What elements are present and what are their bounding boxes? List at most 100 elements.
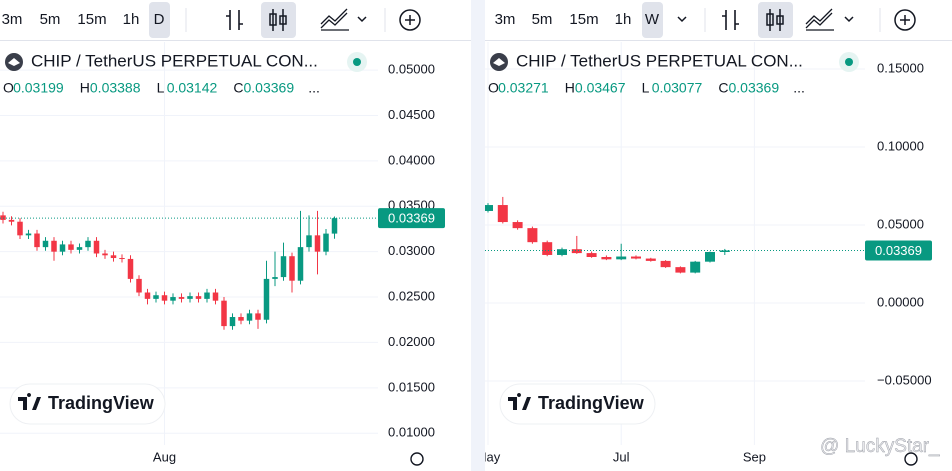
candle-body [255,313,261,320]
candle-body [68,244,74,250]
symbol-title: CHIP / TetherUS PERPETUAL CON... [31,51,318,70]
panel-divider [471,0,485,471]
interval-button[interactable]: 15m [77,11,106,28]
interval-button[interactable]: 1h [123,11,140,28]
candle-body [557,249,567,255]
add-indicator[interactable] [399,9,421,31]
y-tick-label: 0.05000 [388,62,435,77]
ohlc-label: C [233,80,243,96]
candle-body [127,258,134,279]
candle-body [153,295,159,299]
last-price-label: 0.03369 [875,243,922,258]
interval-button[interactable]: 15m [569,11,598,28]
interval-dropdown[interactable] [677,16,687,23]
ohlc-value: 0.03199 [13,80,64,96]
add-indicator[interactable] [894,9,916,31]
interval-button[interactable]: 3m [495,11,516,28]
tradingview-logo: TradingView [48,393,155,413]
candle-body [645,258,656,261]
chart-type-dropdown[interactable] [844,16,854,23]
candle-body [601,256,612,260]
ohlc-value: 0.03271 [498,80,549,96]
interval-button[interactable]: 1h [615,11,632,28]
interval-button[interactable]: 5m [40,11,61,28]
candle-body [719,250,730,252]
candle-body [616,256,627,260]
watermark: @ LuckyStar_ [820,436,940,457]
candle-body [51,240,57,252]
candle-body [485,205,493,211]
candle-body [187,296,193,299]
candle-body [246,313,253,321]
chart-panel: 3m 5m 15m 1h D0.050000.045000.040000.035000.… [0,2,471,471]
settings-button[interactable] [410,452,424,466]
bars-icon[interactable] [722,10,739,30]
ohlc-value: 0.03077 [652,80,703,96]
candle-body [76,247,83,250]
x-tick-label: Jul [613,449,630,464]
candle-body [93,240,100,254]
ohlc-value: 0.03142 [167,80,218,96]
y-tick-label: 0.02000 [388,334,435,349]
selected-interval-bg [149,2,170,38]
candle-body [527,228,538,243]
tradingview-logo-mark [508,393,531,410]
x-tick-label: Aug [153,449,176,464]
interval-button[interactable]: 3m [2,11,23,28]
candles-icon-bg [261,2,296,38]
candle-body [705,251,715,262]
status-dot [845,58,853,66]
candle-body [25,233,32,236]
candle-body [0,215,6,220]
candle-body [272,277,278,279]
tradingview-logo-mark [18,393,41,410]
y-tick-label: 0.10000 [877,138,924,153]
candle-body [297,247,304,281]
candle-body [144,292,151,299]
selected-interval[interactable]: D [154,11,165,28]
y-tick-label: 0.15000 [877,60,924,75]
candle-body [119,258,125,260]
candle-body [631,256,641,259]
candle-body [195,296,202,299]
candle-body [102,253,108,256]
candle-body [42,240,49,248]
last-price-box [865,240,932,261]
add-indicator-plus [405,15,415,25]
area-icon[interactable] [805,8,834,31]
candle-body [497,205,508,223]
candle-body [204,292,210,299]
chart-type-dropdown[interactable] [357,16,367,23]
settings-button[interactable] [904,452,918,466]
y-tick-label: 0.01000 [388,425,435,440]
ohlc-label: L [642,80,650,96]
ohlc-value: 0.03369 [729,80,780,96]
candle-body [314,235,321,252]
candles-icon[interactable] [269,9,287,31]
candle-body [571,249,582,254]
candle-body [8,219,15,222]
selected-interval[interactable]: W [645,11,660,28]
area-icon[interactable] [320,8,349,31]
ohlc-value: 0.03369 [244,80,295,96]
ohlc-value: 0.03388 [90,80,141,96]
candle-body [170,297,176,301]
ohlc-value: 0.03467 [575,80,626,96]
status-dot [353,58,361,66]
tradingview-logo-bg [9,383,166,425]
bars-icon[interactable] [226,10,243,30]
y-tick-label: 0.01500 [388,379,435,394]
candle-body [17,221,23,236]
candles-icon[interactable] [766,9,784,31]
ohlc-label: H [565,80,575,96]
candle-body [238,317,244,321]
y-tick-label: −0.05000 [877,372,932,387]
candle-body [110,255,117,259]
candle-body [660,260,671,268]
last-price-box [378,208,445,229]
interval-button[interactable]: 5m [532,11,553,28]
add-indicator-plus [900,15,910,25]
chart-panel: 3m 5m 15m 1h W 0.15000 0.10000 0.05000 0.00000 −0… [485,2,952,471]
candle-body [221,300,227,327]
candles-icon-bg [758,2,793,38]
